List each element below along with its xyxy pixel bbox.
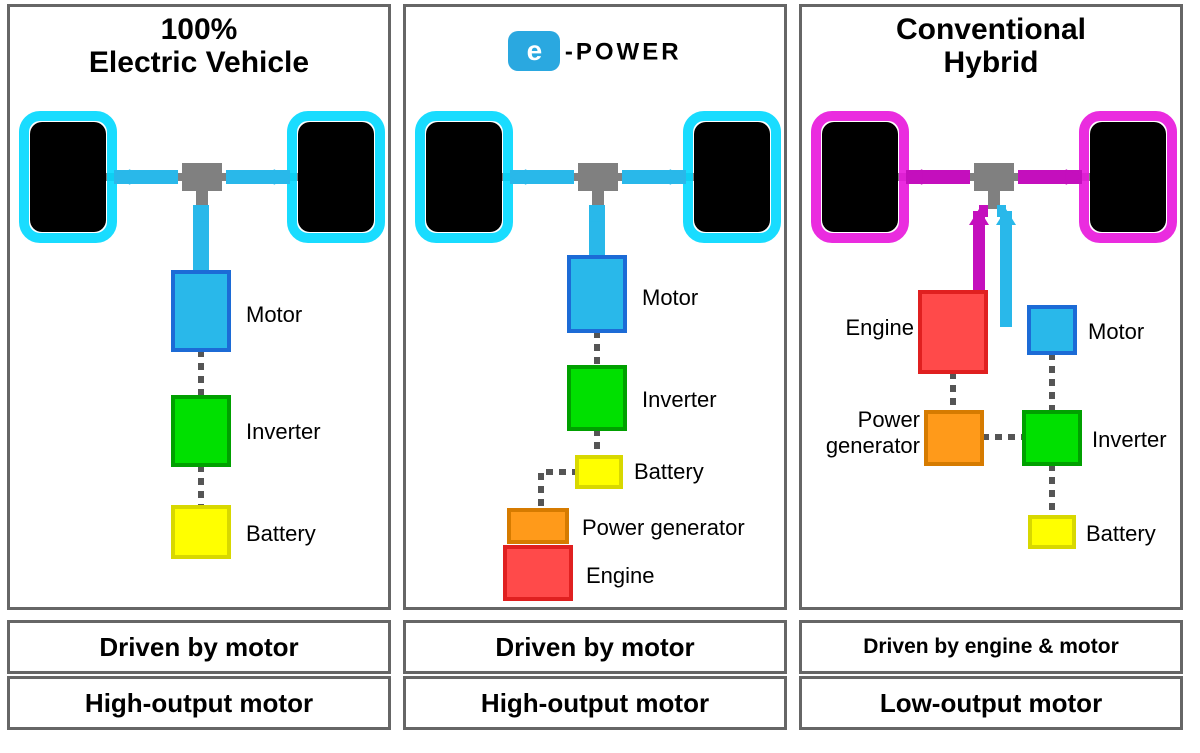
label-motor: Motor (1088, 319, 1144, 345)
caption-r1-c2: Low-output motor (799, 676, 1183, 730)
label-inverter: Inverter (1092, 427, 1167, 453)
caption-r1-c0: High-output motor (7, 676, 391, 730)
powertrain-comparison-diagram: 100%Electric VehicleMotorInverterBattery… (0, 0, 1200, 753)
label-motor: Motor (642, 285, 698, 311)
label-battery: Battery (634, 459, 704, 485)
caption-r0-c2: Driven by engine & motor (799, 620, 1183, 674)
label-inverter: Inverter (642, 387, 717, 413)
label-engine: Engine (586, 563, 655, 589)
caption-r1-c1: High-output motor (403, 676, 787, 730)
label-gen: Power generator (582, 515, 745, 541)
label-inverter: Inverter (246, 419, 321, 445)
panel-ev: 100%Electric VehicleMotorInverterBattery (7, 4, 391, 610)
panel-hybrid: ConventionalHybridEngineMotorPowergenera… (799, 4, 1183, 610)
panel-epower: e -POWERMotorInverterBatteryPower genera… (403, 4, 787, 610)
label-engine: Engine (834, 315, 914, 341)
label-motor: Motor (246, 302, 302, 328)
label-battery: Battery (1086, 521, 1156, 547)
caption-r0-c0: Driven by motor (7, 620, 391, 674)
panel-svg (10, 7, 394, 613)
caption-r0-c1: Driven by motor (403, 620, 787, 674)
label-gen: Powergenerator (810, 407, 920, 459)
label-battery: Battery (246, 521, 316, 547)
